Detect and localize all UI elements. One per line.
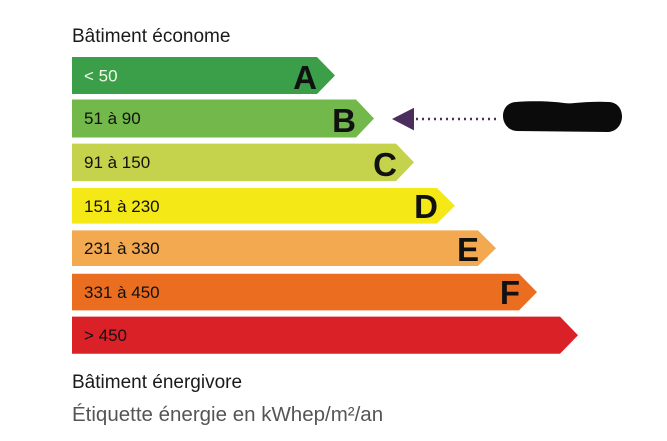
- svg-text:F: F: [500, 274, 520, 311]
- svg-text:> 450: > 450: [84, 326, 127, 345]
- svg-text:B: B: [332, 102, 356, 139]
- svg-text:E: E: [457, 231, 479, 268]
- svg-text:151 à 230: 151 à 230: [84, 197, 160, 216]
- svg-text:< 50: < 50: [84, 67, 118, 86]
- svg-text:231 à 330: 231 à 330: [84, 239, 160, 258]
- svg-text:D: D: [414, 188, 438, 225]
- svg-text:91 à 150: 91 à 150: [84, 153, 150, 172]
- svg-text:A: A: [293, 59, 317, 96]
- svg-text:331 à 450: 331 à 450: [84, 283, 160, 302]
- svg-text:C: C: [373, 146, 397, 183]
- svg-text:51 à 90: 51 à 90: [84, 109, 141, 128]
